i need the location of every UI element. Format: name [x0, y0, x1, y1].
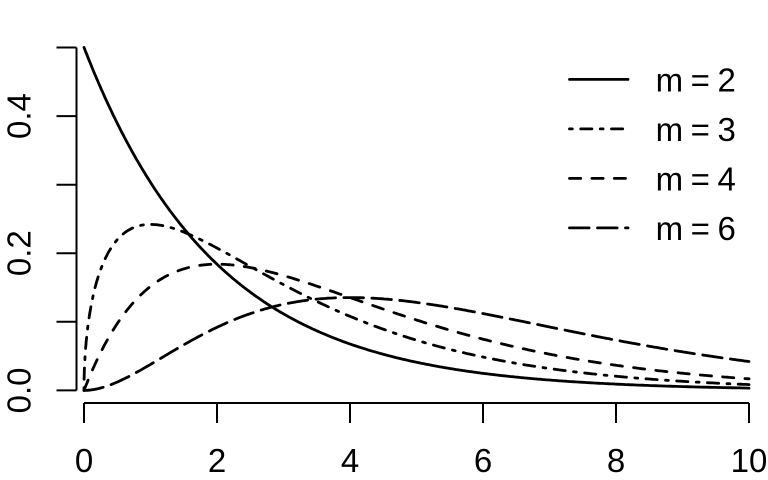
svg-text:0: 0	[75, 442, 93, 479]
svg-text:m = 6: m = 6	[656, 210, 735, 247]
svg-text:0.2: 0.2	[1, 230, 38, 276]
svg-text:8: 8	[607, 442, 625, 479]
svg-text:m = 2: m = 2	[656, 62, 735, 99]
svg-text:m = 3: m = 3	[656, 111, 735, 148]
svg-text:0.0: 0.0	[1, 367, 38, 413]
svg-text:2: 2	[208, 442, 226, 479]
svg-text:4: 4	[341, 442, 359, 479]
svg-text:10: 10	[731, 442, 768, 479]
svg-text:0.4: 0.4	[1, 93, 38, 139]
svg-text:6: 6	[474, 442, 492, 479]
svg-text:m = 4: m = 4	[656, 161, 736, 198]
